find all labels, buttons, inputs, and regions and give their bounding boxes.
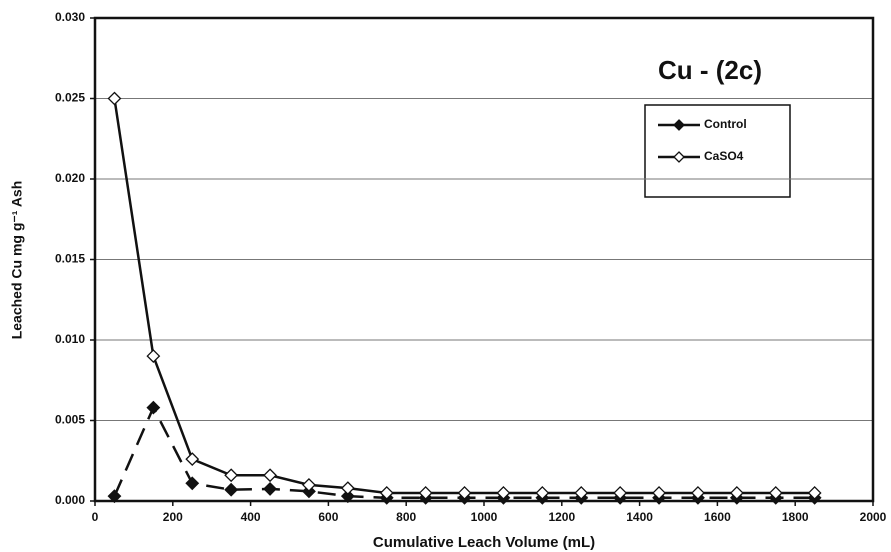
legend-label: CaSO4: [704, 149, 744, 163]
x-tick-label: 1800: [782, 510, 809, 524]
data-point: [340, 481, 355, 496]
data-point: [224, 468, 239, 483]
y-tick-label: 0.000: [55, 493, 85, 507]
data-point: [652, 486, 666, 500]
data-point: [224, 482, 239, 497]
legend-marker: [673, 151, 685, 163]
data-point: [263, 482, 277, 496]
data-point: [146, 349, 161, 364]
x-tick-label: 200: [163, 510, 183, 524]
x-tick-label: 1000: [471, 510, 498, 524]
series-line: [113, 404, 815, 500]
y-tick-label: 0.005: [55, 413, 85, 427]
data-point: [574, 486, 589, 500]
x-tick-label: 0: [92, 510, 99, 524]
legend-marker: [673, 119, 685, 131]
x-tick-label: 800: [396, 510, 416, 524]
data-point: [107, 489, 122, 504]
data-point: [535, 486, 550, 500]
data-point: [302, 477, 316, 492]
data-point: [457, 486, 472, 500]
chart-title: Cu - (2c): [658, 55, 762, 85]
legend-label: Control: [704, 117, 747, 131]
data-point: [340, 489, 355, 504]
y-axis-label: Leached Cu mg g⁻¹ Ash: [9, 181, 25, 340]
data-point: [807, 486, 822, 500]
x-tick-label: 2000: [860, 510, 887, 524]
data-point: [613, 486, 628, 500]
x-tick-label: 1200: [548, 510, 575, 524]
y-tick-label: 0.025: [55, 91, 85, 105]
x-axis-label: Cumulative Leach Volume (mL): [373, 534, 595, 551]
data-point: [263, 468, 277, 483]
data-point: [379, 486, 394, 500]
data-point: [185, 476, 200, 491]
x-tick-label: 600: [318, 510, 338, 524]
data-point: [496, 486, 511, 500]
y-tick-label: 0.030: [55, 10, 85, 24]
y-tick-label: 0.015: [55, 252, 85, 266]
x-tick-label: 1600: [704, 510, 731, 524]
legend-box: [644, 104, 791, 198]
x-tick-label: 1400: [626, 510, 653, 524]
plot-frame: [93, 16, 875, 503]
data-point: [768, 486, 783, 500]
y-tick-label: 0.010: [55, 332, 85, 346]
data-point: [729, 486, 744, 500]
y-tick-label: 0.020: [55, 171, 85, 185]
data-point: [146, 400, 161, 415]
data-point: [418, 486, 433, 500]
data-point: [185, 452, 200, 467]
x-tick-label: 400: [241, 510, 261, 524]
data-point: [107, 91, 122, 106]
data-point: [691, 486, 705, 500]
